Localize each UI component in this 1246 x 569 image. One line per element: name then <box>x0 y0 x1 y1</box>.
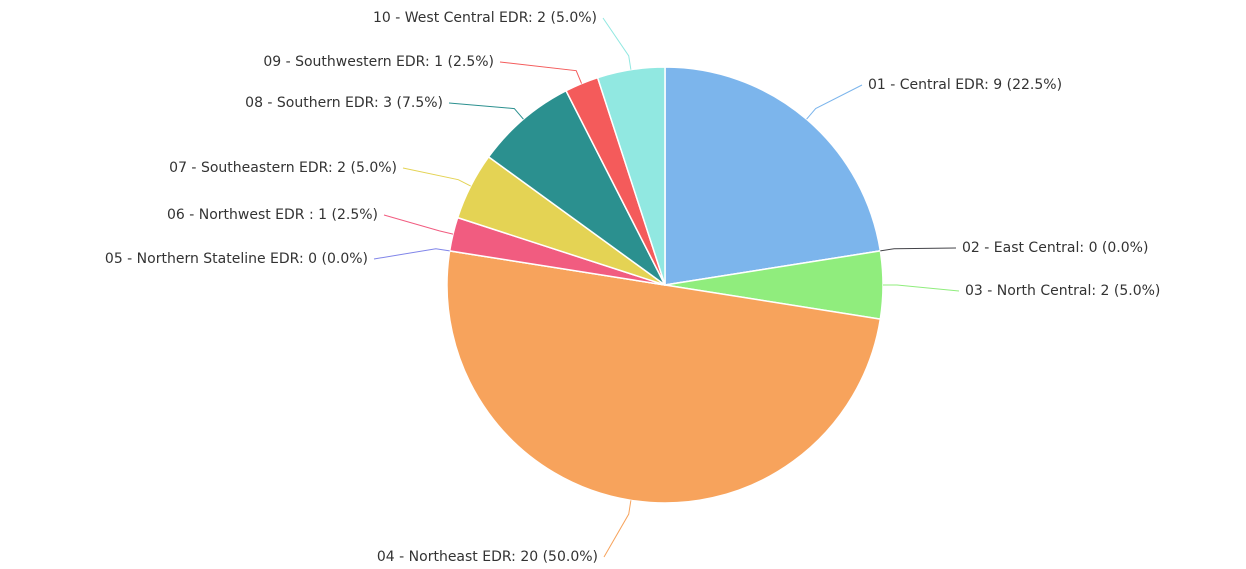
data-label: 05 - Northern Stateline EDR: 0 (0.0%) <box>105 251 368 267</box>
pie-slice <box>664 66 882 286</box>
connector <box>806 84 863 120</box>
pie-slice <box>487 90 666 286</box>
data-label: 09 - Southwestern EDR: 1 (2.5%) <box>263 54 494 70</box>
data-label: 01 - Central EDR: 9 (22.5%) <box>868 77 1062 93</box>
data-label: 10 - West Central EDR: 2 (5.0%) <box>373 10 597 26</box>
data-label: 08 - Southern EDR: 3 (7.5%) <box>245 95 443 111</box>
pie-slice <box>446 250 882 504</box>
data-label: 02 - East Central: 0 (0.0%) <box>962 240 1148 256</box>
connector <box>883 284 960 292</box>
data-label: 03 - North Central: 2 (5.0%) <box>965 283 1160 299</box>
connector <box>448 102 524 120</box>
connector <box>373 248 450 260</box>
connector <box>402 167 471 187</box>
data-label: 06 - Northwest EDR : 1 (2.5%) <box>167 207 378 223</box>
data-label: 04 - Northeast EDR: 20 (50.0%) <box>377 549 598 565</box>
connector <box>880 247 957 252</box>
connector <box>603 500 632 558</box>
connector <box>602 17 632 70</box>
data-label: 07 - Southeastern EDR: 2 (5.0%) <box>169 160 397 176</box>
connector <box>499 61 583 84</box>
connector <box>383 214 454 235</box>
